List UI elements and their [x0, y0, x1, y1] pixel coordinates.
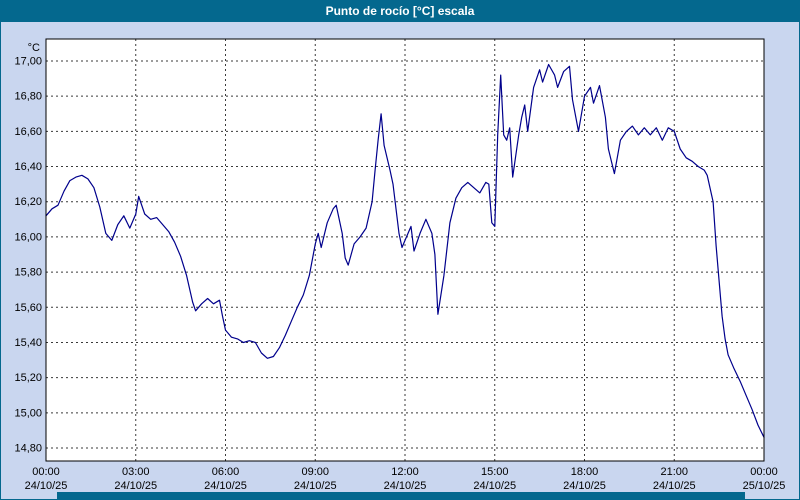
title-bar: Punto de rocío [°C] escala	[1, 1, 799, 22]
x-tick-time: 09:00	[301, 466, 329, 478]
y-tick-label: 15,20	[14, 372, 42, 384]
dew-point-line	[45, 63, 765, 438]
y-tick-label: 14,80	[14, 443, 42, 455]
x-tick-time: 21:00	[660, 466, 688, 478]
y-tick-label: 16,60	[14, 126, 42, 138]
x-tick-date: 24/10/25	[653, 480, 696, 492]
bottom-scrollbar[interactable]	[57, 492, 745, 499]
plot-border	[45, 38, 765, 462]
y-axis-unit-label: °C	[28, 42, 40, 54]
x-tick-time: 18:00	[571, 466, 599, 478]
x-tick-date: 24/10/25	[25, 480, 68, 492]
y-tick-label: 15,00	[14, 407, 42, 419]
x-tick-date: 24/10/25	[563, 480, 606, 492]
x-tick-time: 03:00	[122, 466, 150, 478]
x-tick-date: 24/10/25	[294, 480, 337, 492]
y-tick-label: 15,60	[14, 302, 42, 314]
chart-title: Punto de rocío [°C] escala	[325, 4, 475, 18]
x-tick-time: 00:00	[750, 466, 778, 478]
y-tick-label: 16,40	[14, 161, 42, 173]
x-tick-time: 12:00	[391, 466, 419, 478]
x-tick-date: 24/10/25	[204, 480, 247, 492]
x-tick-date: 24/10/25	[473, 480, 516, 492]
y-tick-label: 16,20	[14, 196, 42, 208]
x-tick-date: 24/10/25	[114, 480, 157, 492]
x-tick-time: 15:00	[481, 466, 509, 478]
y-tick-label: 15,40	[14, 337, 42, 349]
y-tick-label: 17,00	[14, 56, 42, 68]
x-tick-time: 00:00	[32, 466, 60, 478]
y-tick-label: 16,80	[14, 91, 42, 103]
x-tick-date: 24/10/25	[384, 480, 427, 492]
x-tick-time: 06:00	[212, 466, 240, 478]
y-tick-label: 16,00	[14, 231, 42, 243]
y-tick-label: 15,80	[14, 267, 42, 279]
x-tick-date: 25/10/25	[743, 480, 786, 492]
